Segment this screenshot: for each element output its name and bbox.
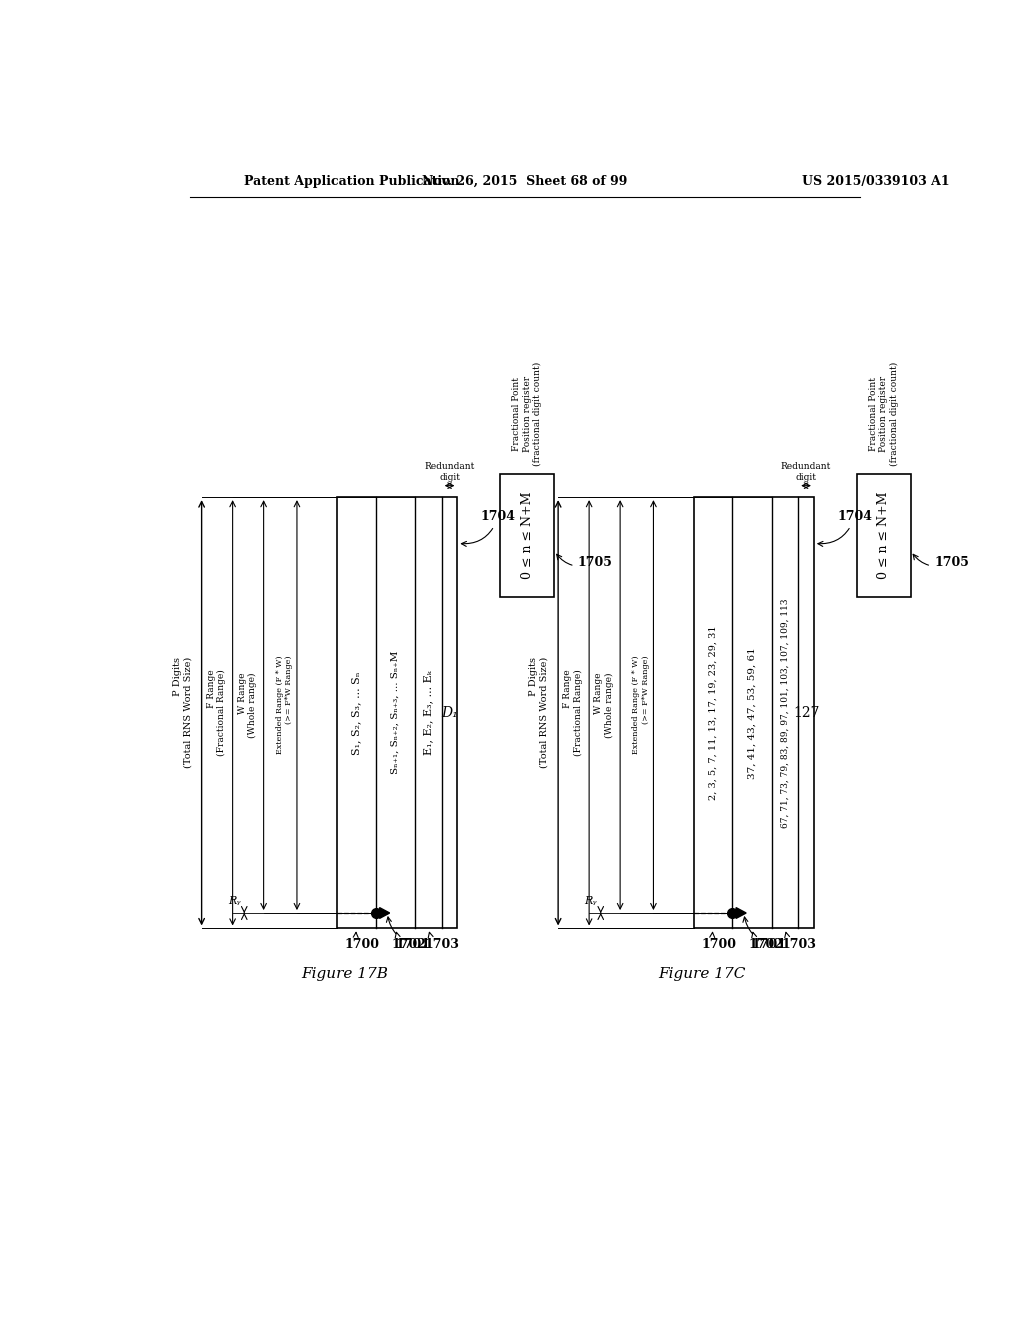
Text: 2, 3, 5, 7, 11, 13, 17, 19, 23, 29, 31: 2, 3, 5, 7, 11, 13, 17, 19, 23, 29, 31 (709, 626, 718, 800)
Text: Nov. 26, 2015  Sheet 68 of 99: Nov. 26, 2015 Sheet 68 of 99 (422, 176, 628, 187)
Text: 1704: 1704 (818, 511, 872, 546)
Text: Patent Application Publication: Patent Application Publication (245, 176, 460, 187)
Text: 127: 127 (793, 706, 819, 719)
Text: 37, 41, 43, 47, 53, 59, 61: 37, 41, 43, 47, 53, 59, 61 (748, 647, 757, 779)
Text: F Range
(Fractional Range): F Range (Fractional Range) (563, 669, 583, 756)
Text: 1705: 1705 (913, 554, 969, 569)
Text: Redundant
digit: Redundant digit (424, 462, 475, 482)
Text: 1700: 1700 (345, 932, 380, 952)
Text: 0 ≤ n ≤ N+M: 0 ≤ n ≤ N+M (878, 492, 890, 579)
Text: 1701: 1701 (743, 917, 786, 952)
Text: W Range
(Whole range): W Range (Whole range) (238, 672, 257, 738)
Text: P Digits
(Total RNS Word Size): P Digits (Total RNS Word Size) (529, 657, 549, 768)
Text: 1705: 1705 (557, 554, 612, 569)
Text: Figure 17B: Figure 17B (301, 966, 388, 981)
Text: Extended Range (F * W)
(>= F*W Range): Extended Range (F * W) (>= F*W Range) (633, 656, 649, 755)
Text: Fractional Point
Position register
(fractional digit count): Fractional Point Position register (frac… (512, 362, 542, 466)
Bar (693, 498, 814, 928)
Text: P Digits
(Total RNS Word Size): P Digits (Total RNS Word Size) (173, 657, 193, 768)
Text: Fractional Point
Position register
(fractional digit count): Fractional Point Position register (frac… (868, 362, 899, 466)
Text: 1702: 1702 (749, 932, 783, 952)
Polygon shape (380, 908, 390, 919)
Text: 1702: 1702 (391, 932, 427, 952)
Text: Sₙ₊₁, Sₙ₊₂, Sₙ₊₃, ... Sₙ₊M: Sₙ₊₁, Sₙ₊₂, Sₙ₊₃, ... Sₙ₊M (391, 651, 400, 775)
Text: 0 ≤ n ≤ N+M: 0 ≤ n ≤ N+M (520, 492, 534, 579)
Text: Figure 17C: Figure 17C (657, 966, 745, 981)
Text: 1701: 1701 (386, 917, 430, 952)
Text: US 2015/0339103 A1: US 2015/0339103 A1 (802, 176, 950, 187)
Text: 1700: 1700 (701, 932, 736, 952)
Text: W Range
(Whole range): W Range (Whole range) (594, 672, 614, 738)
Text: 67, 71, 73, 79, 83, 89, 97, 101, 103, 107, 109, 113: 67, 71, 73, 79, 83, 89, 97, 101, 103, 10… (780, 598, 790, 828)
Text: 1703: 1703 (781, 932, 816, 952)
Text: 1703: 1703 (425, 932, 460, 952)
Text: D₁: D₁ (441, 706, 458, 719)
Text: 1704: 1704 (462, 511, 516, 546)
Text: Extended Range (F * W)
(>= F*W Range): Extended Range (F * W) (>= F*W Range) (275, 656, 293, 755)
Text: E₁, E₂, E₃, ... Eₖ: E₁, E₂, E₃, ... Eₖ (424, 671, 433, 755)
Bar (337, 498, 458, 928)
Bar (500, 474, 554, 598)
Text: Redundant
digit: Redundant digit (781, 462, 831, 482)
Text: F Range
(Fractional Range): F Range (Fractional Range) (207, 669, 226, 756)
Polygon shape (736, 908, 746, 919)
Text: Rᵧ: Rᵧ (227, 896, 241, 907)
Text: S₁, S₂, S₃, ... Sₙ: S₁, S₂, S₃, ... Sₙ (351, 671, 361, 755)
Bar (856, 474, 910, 598)
Text: Rᵧ: Rᵧ (585, 896, 597, 907)
